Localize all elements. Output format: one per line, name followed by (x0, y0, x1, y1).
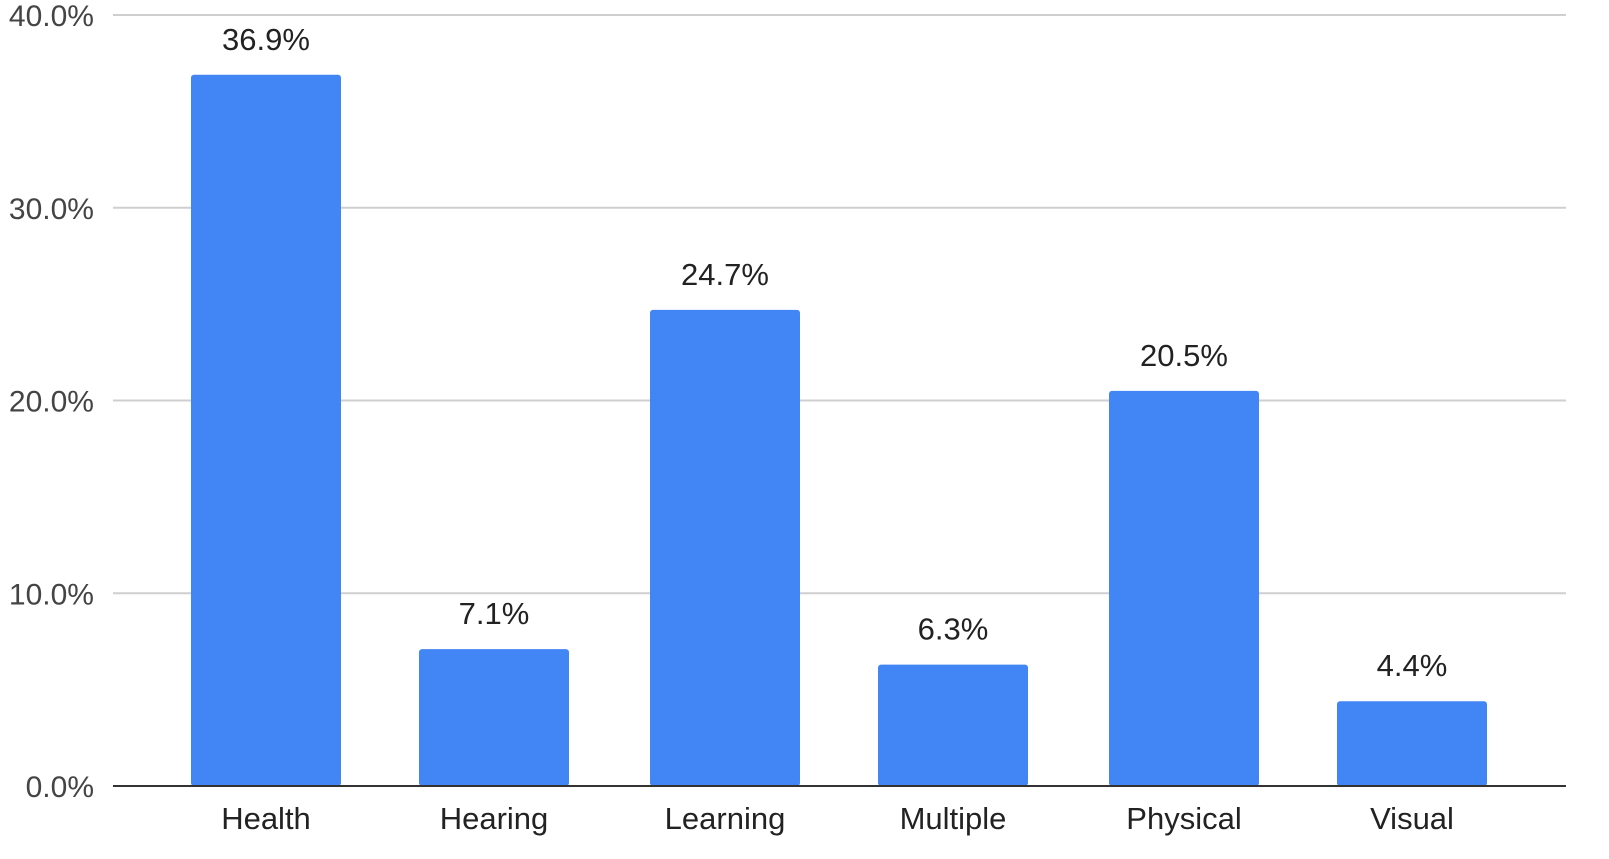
data-label-multiple: 6.3% (918, 612, 989, 647)
bar-multiple (878, 664, 1028, 786)
bar-physical (1109, 390, 1259, 786)
bar-visual (1337, 701, 1487, 786)
category-label-health: Health (221, 801, 311, 836)
bar-learning (650, 309, 800, 786)
data-label-physical: 20.5% (1140, 338, 1228, 373)
y-tick-label: 40.0% (9, 0, 94, 33)
data-labels: 36.9% 7.1% 24.7% 6.3% 20.5% 4.4% (222, 22, 1447, 683)
y-tick-label: 0.0% (26, 771, 94, 804)
y-tick-label: 10.0% (9, 578, 94, 611)
bar-hearing (419, 649, 569, 786)
bars (191, 74, 1487, 786)
y-axis-ticks: 0.0% 10.0% 20.0% 30.0% 40.0% (9, 0, 94, 804)
y-tick-label: 20.0% (9, 386, 94, 419)
category-label-hearing: Hearing (440, 801, 549, 836)
category-label-multiple: Multiple (900, 801, 1007, 836)
category-label-physical: Physical (1126, 801, 1241, 836)
bar-health (191, 74, 341, 786)
data-label-health: 36.9% (222, 22, 310, 57)
x-axis-categories: Health Hearing Learning Multiple Physical Vis… (221, 801, 1454, 836)
data-label-learning: 24.7% (681, 257, 769, 292)
data-label-visual: 4.4% (1377, 648, 1448, 683)
category-label-learning: Learning (665, 801, 786, 836)
grid-lines (113, 14, 1566, 595)
category-label-visual: Visual (1370, 801, 1454, 836)
y-tick-label: 30.0% (9, 193, 94, 226)
data-label-hearing: 7.1% (459, 596, 530, 631)
